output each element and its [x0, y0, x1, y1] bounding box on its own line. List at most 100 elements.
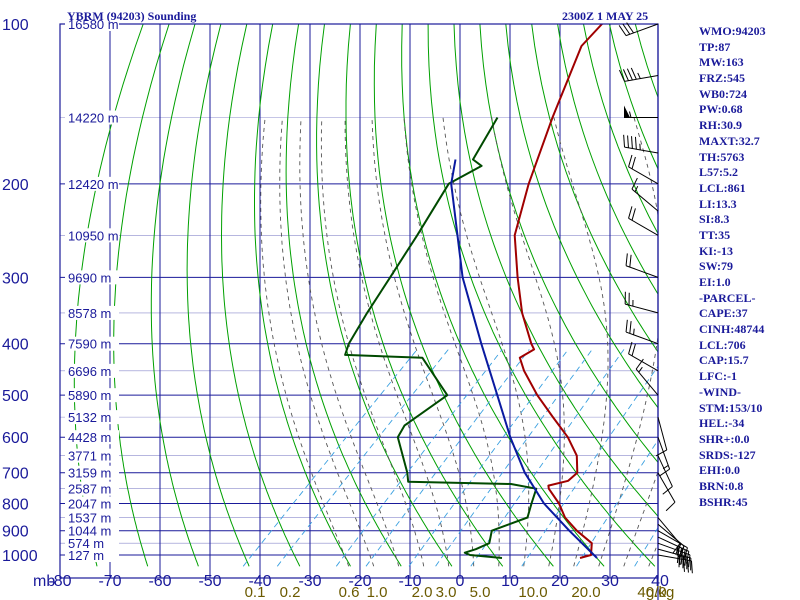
pressure-tick-label: 400: [2, 337, 29, 354]
wind-barb-flag: [622, 23, 631, 35]
height-label: 3771 m: [68, 449, 111, 464]
wind-barb-flag: [662, 486, 673, 495]
dry-adiabat-line: [345, 24, 504, 567]
height-label: 2047 m: [68, 497, 111, 512]
height-label: 10950 m: [68, 228, 119, 243]
index-item: L57:5.2: [699, 165, 738, 180]
wind-barb-flag: [628, 341, 633, 354]
dry-adiabat-line: [557, 24, 658, 295]
height-label-bg: [65, 363, 119, 378]
wind-barb: [657, 523, 685, 558]
wind-barb-half-flag: [662, 464, 669, 470]
index-item: TH:5763: [699, 149, 745, 164]
temperature-tick-label: -30: [298, 573, 321, 590]
dewpoint-profile-line: [344, 116, 538, 559]
wind-barb: [624, 105, 658, 119]
moist-adiabat-line: [320, 117, 425, 567]
height-label: 127 m: [68, 548, 104, 563]
temperature-tick-label: -80: [48, 573, 71, 590]
wind-barb: [657, 472, 676, 512]
index-item: EHI:0.0: [699, 463, 741, 478]
wind-barb: [619, 67, 659, 82]
wind-barb-flag: [625, 319, 628, 333]
wind-barb-half-flag: [634, 185, 639, 192]
wind-barb-staff: [657, 517, 681, 544]
height-label: 7590 m: [68, 337, 111, 352]
wind-barb-flag: [659, 468, 670, 477]
wind-barb: [657, 437, 671, 477]
wind-barb-flag: [631, 208, 636, 221]
index-item: -PARCEL-: [699, 290, 756, 305]
index-item: BSHR:45: [699, 494, 748, 509]
pressure-tick-label: 600: [2, 430, 29, 447]
height-label-bg: [65, 176, 119, 191]
height-label-bg: [65, 410, 119, 425]
mixing-ratio-line: [335, 349, 503, 567]
wind-barb: [618, 22, 659, 37]
wind-barb-flag: [682, 549, 686, 562]
height-label: 12420 m: [68, 177, 119, 192]
height-label: 3159 m: [68, 466, 111, 481]
wind-barb: [623, 134, 659, 154]
wind-barb: [655, 417, 668, 457]
wind-barb-staff: [625, 331, 659, 345]
temperature-tick-label: -60: [148, 573, 171, 590]
wind-barb-flag: [685, 551, 690, 564]
index-item: PW:0.68: [699, 102, 743, 117]
plot-border: [59, 23, 659, 579]
pressure-tick-label: 800: [2, 497, 29, 514]
height-label: 574 m: [68, 536, 104, 551]
pressure-tick-label: 100: [2, 17, 29, 34]
height-label-bg: [65, 17, 119, 31]
mixing-ratio-tick-label: 5.0: [470, 584, 491, 600]
plot-frame: [59, 23, 659, 600]
wind-barb: [657, 455, 673, 495]
wind-barb: [628, 206, 659, 236]
height-label: 1044 m: [68, 524, 111, 539]
mixing-ratio-tick-label: 0.1: [245, 584, 266, 600]
wind-barb-flag: [687, 560, 689, 573]
height-label-bg: [65, 510, 119, 525]
height-label: 2587 m: [68, 482, 111, 497]
temperature-tick-label: 40: [651, 573, 669, 590]
wind-barb-half-flag: [638, 366, 643, 373]
temperature-tick-label: -10: [398, 573, 421, 590]
moist-adiabat-line: [299, 117, 400, 567]
index-item: SRDS:-127: [699, 447, 756, 462]
pressure-tick-label: 700: [2, 466, 29, 483]
mixing-ratio-tick-label: 3.0: [436, 584, 457, 600]
dry-adiabat-line: [531, 24, 658, 353]
wind-barb-staff: [635, 368, 659, 396]
index-item: KI:-13: [699, 243, 733, 258]
wind-barb-flag: [629, 254, 632, 268]
index-item: BRN:0.8: [699, 478, 744, 493]
wind-barb-flag: [635, 358, 644, 370]
index-item: LCL:706: [699, 337, 746, 352]
dry-adiabat-line: [479, 24, 658, 464]
height-label: 4428 m: [68, 430, 111, 445]
moist-adiabat-line: [403, 117, 500, 567]
index-item: CAPE:37: [699, 306, 748, 321]
dry-adiabat-line: [113, 24, 170, 567]
height-label-bg: [65, 336, 119, 351]
wind-barb-flag: [622, 69, 629, 81]
height-label: 9690 m: [68, 270, 111, 285]
index-item: MAXT:32.7: [699, 133, 760, 148]
mixing-ratio-tick-label: 1.0: [367, 584, 388, 600]
height-label-bg: [65, 523, 119, 538]
height-label: 6696 m: [68, 364, 111, 379]
wind-barb-staff: [657, 455, 673, 487]
wind-barb-flag: [680, 552, 683, 565]
height-label-bg: [65, 110, 119, 125]
moist-adiabat-line: [553, 117, 609, 567]
wind-barb-staff: [628, 353, 659, 372]
index-item: WMO:94203: [699, 24, 766, 38]
pressure-tick-label: 900: [2, 524, 29, 541]
wind-barb-staff: [631, 188, 659, 212]
index-item: EI:1.0: [699, 275, 731, 289]
wind-barb: [628, 341, 659, 372]
sounding-time: 2300Z 1 MAY 25: [562, 9, 649, 23]
wind-barb-staff: [628, 166, 659, 185]
